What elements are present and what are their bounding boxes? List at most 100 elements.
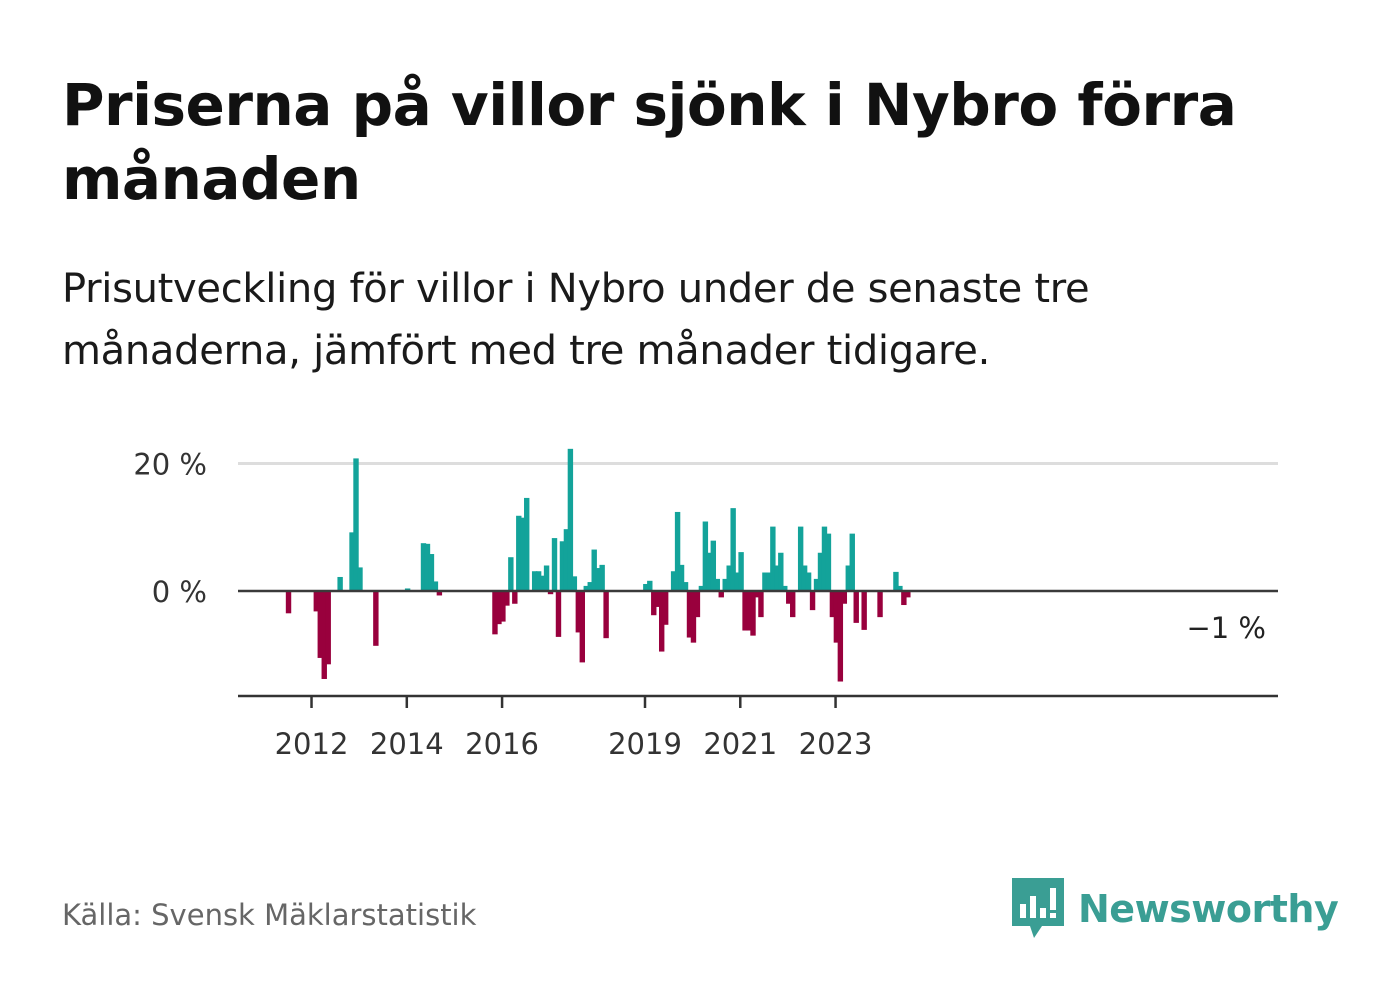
bar (817, 552, 824, 591)
x-tick-label: 2016 (465, 727, 539, 761)
bar (726, 565, 732, 591)
bar (349, 532, 355, 591)
bar (897, 585, 903, 591)
bar (670, 571, 677, 591)
bar (845, 565, 851, 591)
bar (682, 582, 689, 591)
bar (321, 591, 327, 679)
x-tick-label: 2014 (370, 727, 444, 761)
bar (424, 543, 431, 591)
bar (651, 591, 657, 616)
bar (535, 571, 542, 591)
bar (730, 508, 736, 592)
bar (861, 591, 867, 630)
bar (758, 591, 764, 618)
bar (543, 565, 550, 591)
bars (285, 448, 911, 682)
bar (821, 526, 828, 591)
bar (551, 538, 558, 591)
bar (353, 458, 359, 591)
bar (567, 448, 574, 591)
bar (559, 541, 566, 592)
bar (901, 591, 907, 606)
bar (595, 568, 601, 591)
bar (555, 591, 562, 637)
bar (524, 497, 530, 591)
bar (531, 571, 538, 591)
bar (571, 576, 578, 591)
bar (508, 557, 514, 591)
bar (492, 591, 498, 635)
bar (662, 591, 669, 625)
bar (583, 585, 589, 591)
bar (674, 511, 681, 591)
bar (774, 565, 780, 591)
bar (500, 591, 506, 622)
x-tick-label: 2021 (703, 727, 777, 761)
bar (659, 591, 665, 652)
bar (587, 582, 593, 591)
bar (849, 533, 855, 592)
bar (813, 578, 820, 591)
bar (805, 572, 812, 591)
bar (786, 591, 792, 604)
bar (317, 591, 323, 658)
y-tick-label: 0 % (152, 575, 207, 609)
brand-logo[interactable]: Newsworthy (1012, 878, 1339, 940)
bar (686, 591, 693, 638)
bar (599, 564, 605, 591)
bar (563, 529, 570, 591)
x-tick-label: 2012 (275, 727, 349, 761)
bar (710, 540, 717, 591)
bar (694, 591, 701, 618)
bar (698, 585, 705, 591)
bar (428, 554, 435, 592)
bar (853, 591, 859, 623)
bar (520, 517, 526, 591)
bar (766, 572, 772, 591)
bar (837, 591, 844, 682)
bar (754, 591, 760, 598)
bar (905, 591, 911, 598)
bar (436, 591, 443, 596)
bar (734, 572, 740, 591)
bar (738, 552, 744, 591)
bar (678, 564, 685, 591)
bar (547, 591, 554, 595)
bar (825, 533, 832, 592)
bar (404, 588, 411, 591)
bar (782, 585, 788, 591)
bar (797, 526, 804, 591)
bar (325, 591, 331, 665)
bar (337, 576, 343, 591)
bar (770, 526, 776, 591)
newsworthy-logo-icon (1012, 878, 1064, 938)
bar (432, 581, 439, 591)
y-tick-label: 20 % (133, 448, 207, 482)
source-note: Källa: Svensk Mäklarstatistik (62, 898, 477, 932)
x-tick-label: 2023 (799, 727, 873, 761)
bar (829, 591, 836, 618)
bar (718, 591, 724, 598)
bar (512, 591, 518, 604)
bar (809, 591, 816, 611)
labels: 0 % 20 % 2012 2014 2016 2019 2021 2023 −1 % (133, 448, 1266, 762)
bar (841, 591, 848, 604)
bar (706, 552, 713, 591)
bar (762, 572, 768, 591)
bar (877, 591, 883, 618)
bar (690, 591, 697, 643)
bar (647, 580, 653, 591)
bar (591, 549, 597, 591)
bar (790, 591, 796, 618)
bar (357, 567, 363, 591)
bar (516, 515, 522, 591)
bar (702, 521, 709, 591)
bar (778, 552, 784, 591)
bar (801, 565, 808, 591)
bar (893, 571, 899, 592)
bar (603, 591, 609, 639)
last-value-label: −1 % (1186, 611, 1266, 645)
bar (579, 591, 585, 663)
bar (643, 583, 649, 591)
